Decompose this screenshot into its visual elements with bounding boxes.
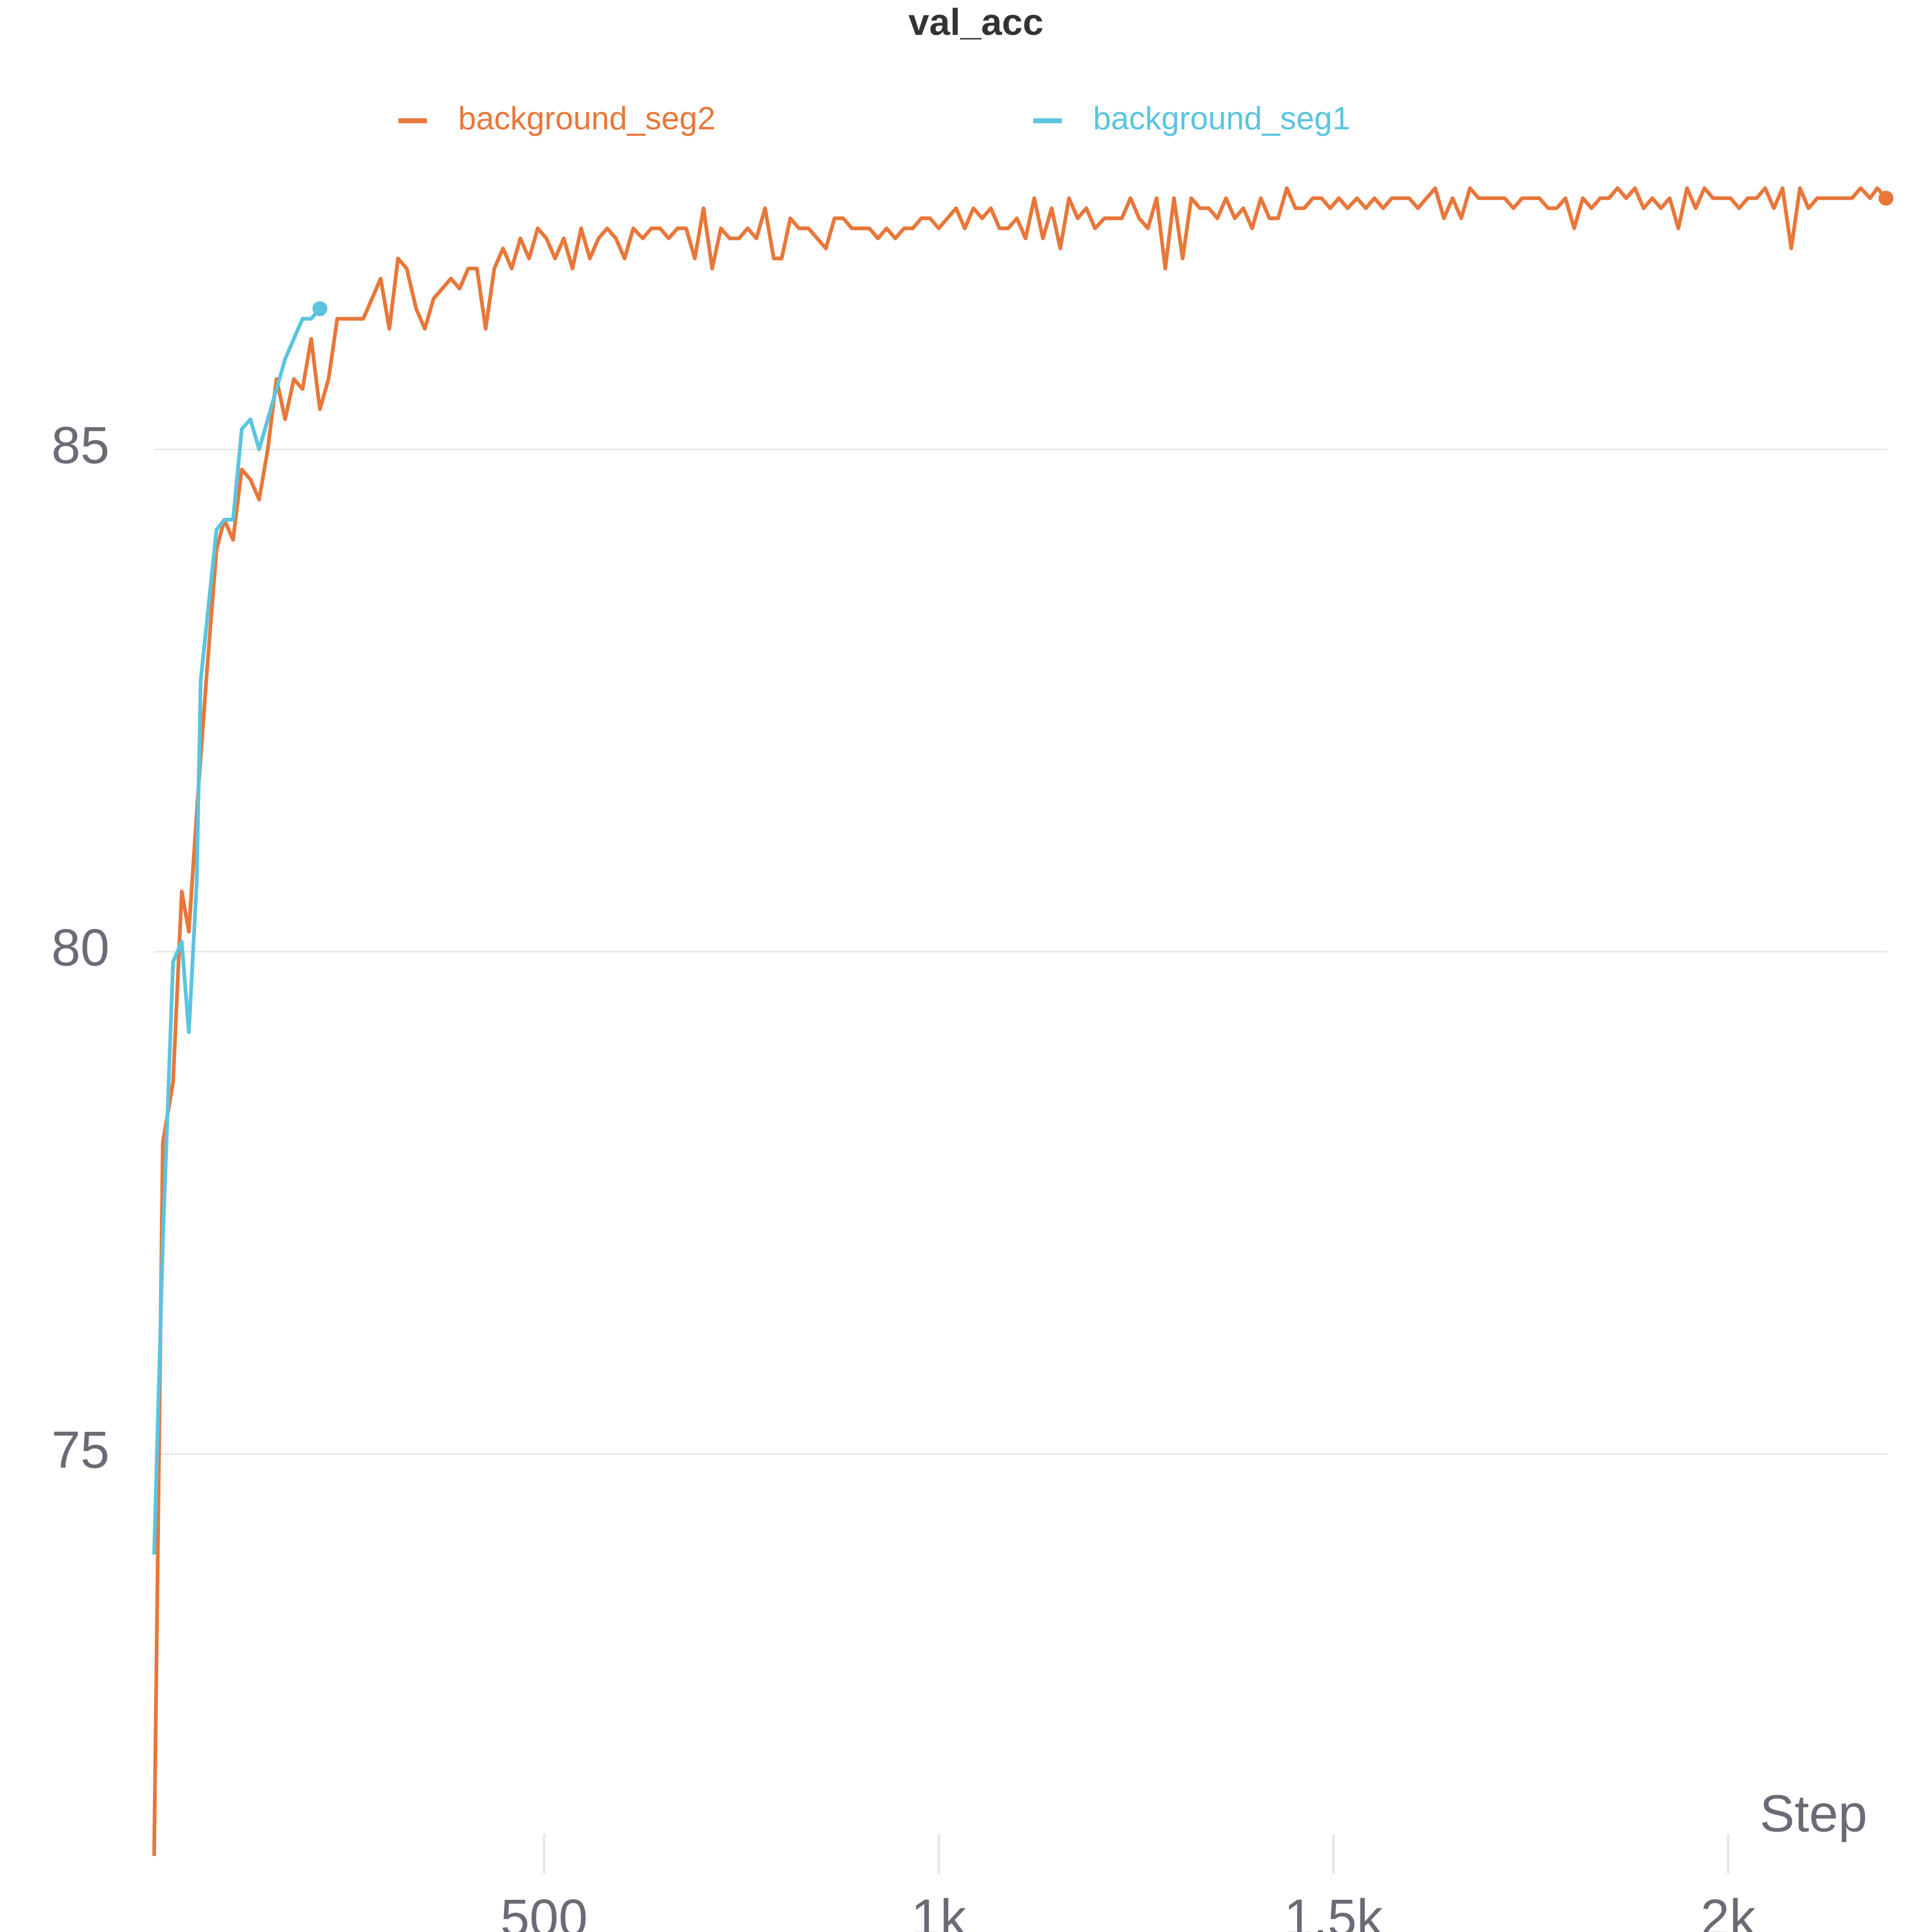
x-tick-label: 500 (500, 1889, 588, 1932)
series-line (152, 307, 321, 1555)
series-line (152, 186, 1887, 1856)
x-tick-label: 1k (911, 1889, 967, 1932)
y-tick-label: 85 (52, 416, 109, 474)
y-tick-label: 75 (52, 1421, 109, 1479)
chart-title: val_acc (909, 1, 1044, 43)
x-axis-label: Step (1760, 1784, 1867, 1842)
y-tick-label: 80 (52, 918, 109, 977)
legend-label: background_seg2 (458, 100, 715, 136)
end-point (1878, 191, 1894, 206)
legend-label: background_seg1 (1093, 100, 1350, 136)
end-point (312, 301, 327, 317)
x-tick-label: 2k (1701, 1889, 1756, 1932)
x-tick-label: 1.5k (1284, 1889, 1383, 1932)
